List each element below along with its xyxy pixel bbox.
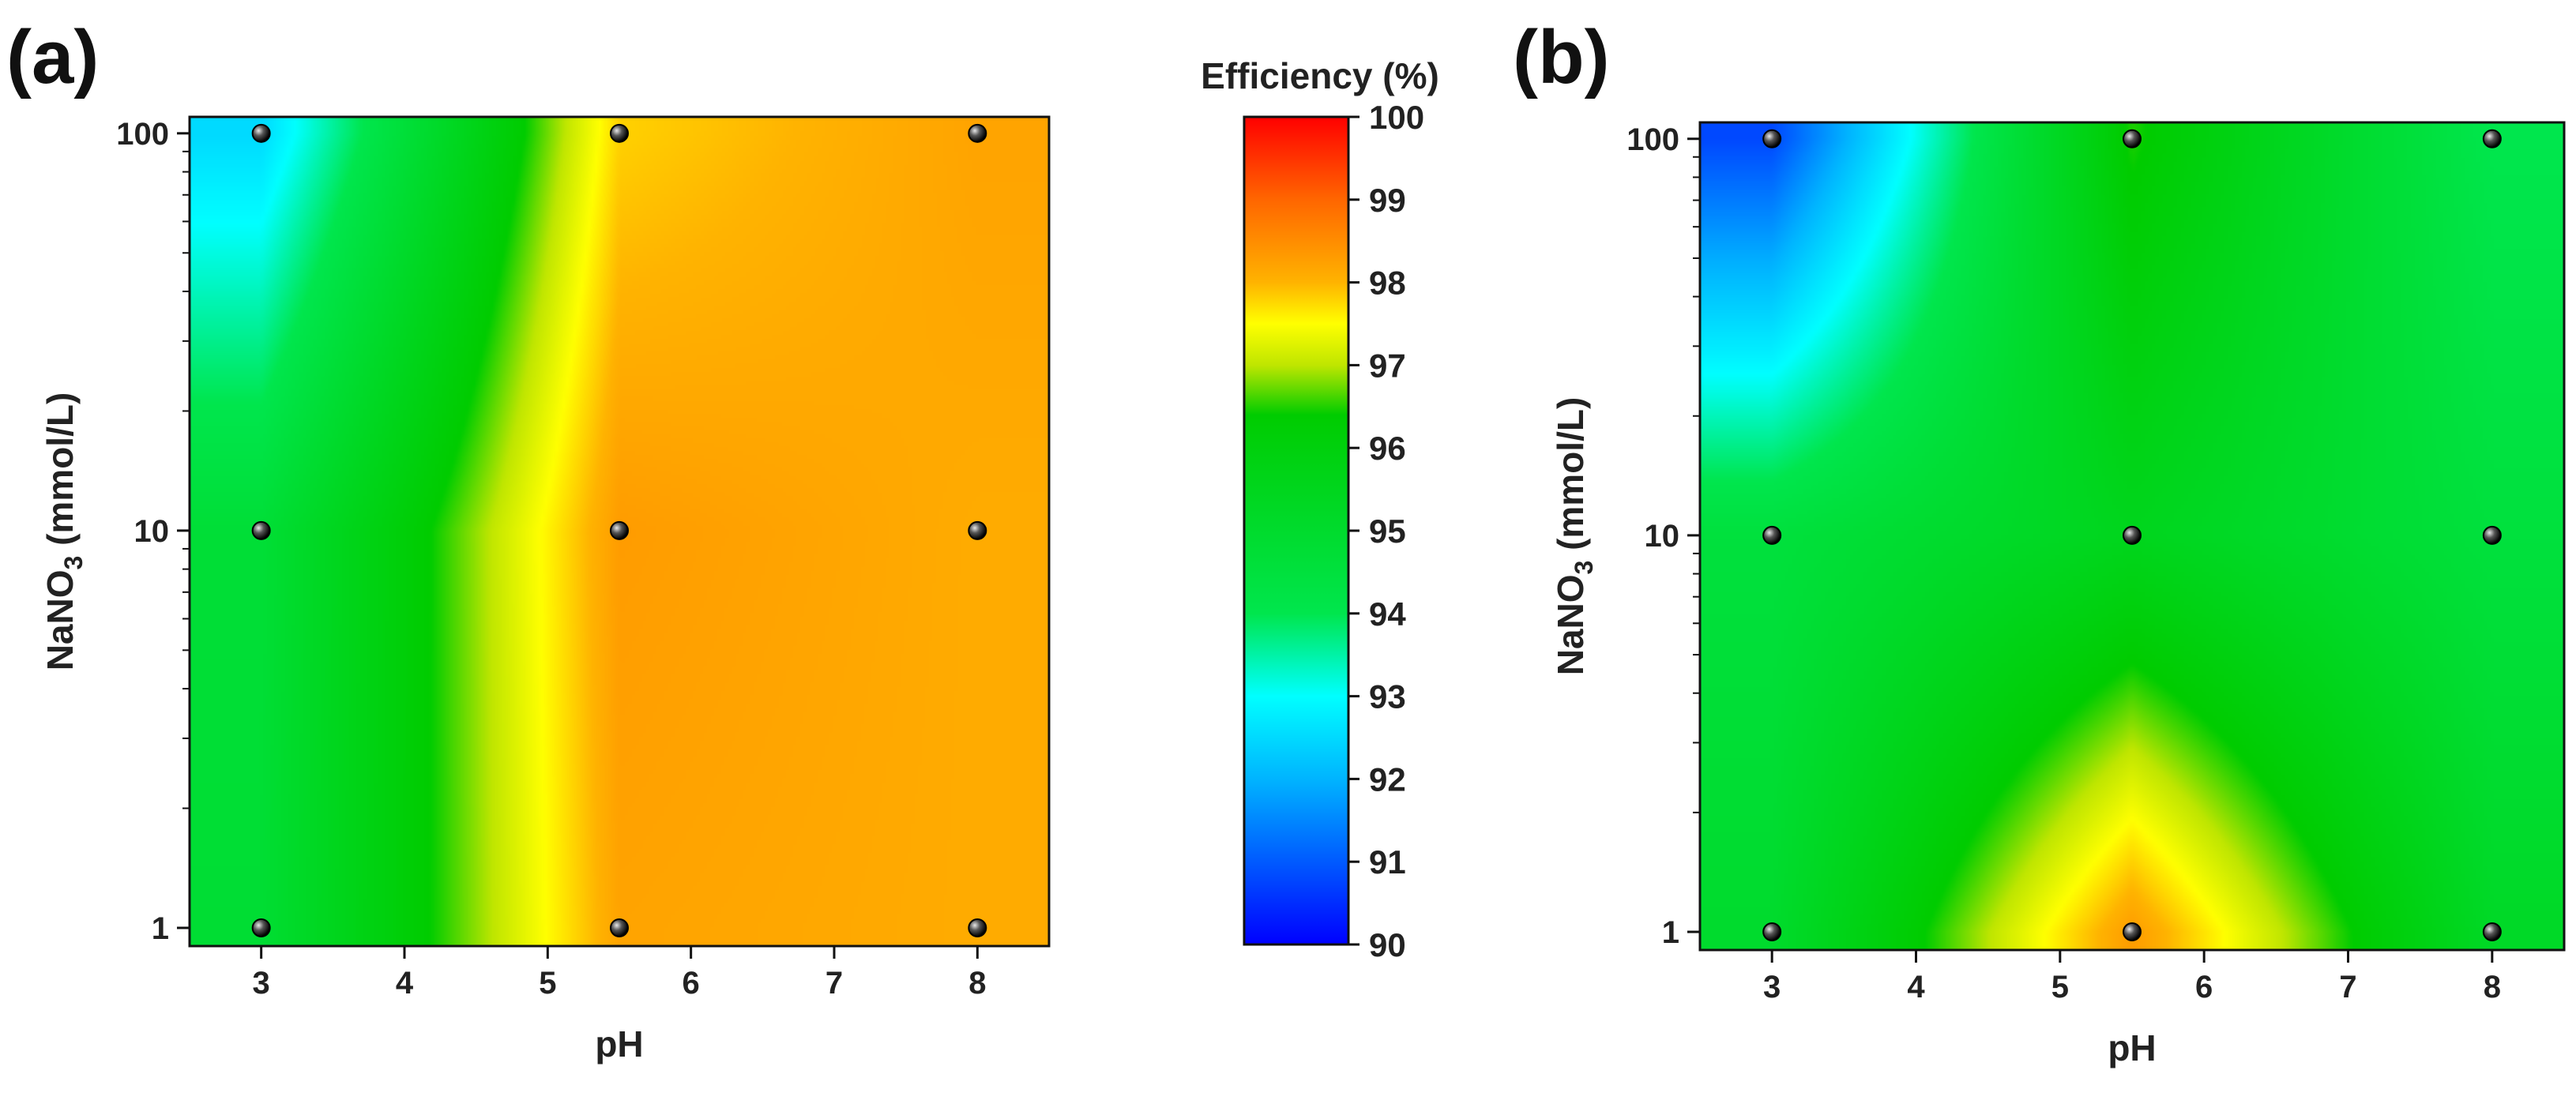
x-tick-label: 6 xyxy=(2195,970,2213,1004)
colorbar-tick-label: 91 xyxy=(1369,843,1406,881)
data-point xyxy=(251,520,271,540)
data-point xyxy=(1762,922,1782,942)
data-point xyxy=(2123,922,2142,942)
data-point xyxy=(1762,129,1782,148)
x-tick-label: 8 xyxy=(968,966,986,1001)
data-point xyxy=(2482,129,2502,148)
y-tick-label: 10 xyxy=(134,514,170,549)
heatmap-panel-a: 3 4 5 6 7 8 1 10 100 pH NaNO3 (mmol/L) xyxy=(39,115,1051,1065)
data-point xyxy=(1762,525,1782,545)
colorbar-tick-label: 99 xyxy=(1369,182,1406,219)
x-tick-label: 5 xyxy=(539,966,556,1001)
data-point xyxy=(2123,525,2142,545)
colorbar-tick-label: 100 xyxy=(1369,99,1424,136)
data-point xyxy=(251,123,271,143)
colorbar-tick-label: 96 xyxy=(1369,430,1406,467)
colorbar-tick-label: 90 xyxy=(1369,926,1406,963)
colorbar-tick-label: 93 xyxy=(1369,678,1406,715)
colorbar-tick-label: 92 xyxy=(1369,760,1406,798)
data-point xyxy=(968,918,987,937)
data-point xyxy=(2123,129,2142,148)
x-tick-label: 8 xyxy=(2484,970,2501,1004)
x-tick-label: 3 xyxy=(253,966,270,1001)
data-point xyxy=(610,918,629,937)
panel-b-label: (b) xyxy=(1513,15,1610,100)
colorbar-tick-label: 98 xyxy=(1369,265,1406,302)
y-tick-label: 100 xyxy=(116,117,169,152)
x-tick-label: 7 xyxy=(825,966,843,1001)
y-tick-label: 100 xyxy=(1626,122,1679,157)
heatmap-panel-b: 3 4 5 6 7 8 1 10 100 pH NaNO3 (mmol/L) xyxy=(1550,121,2566,1068)
x-tick-label: 7 xyxy=(2339,970,2356,1004)
x-tick-label: 6 xyxy=(683,966,700,1001)
colorbar-tick-label: 97 xyxy=(1369,347,1406,384)
y-tick-label: 1 xyxy=(1662,915,1679,950)
y-tick-label: 10 xyxy=(1645,519,1680,554)
colorbar-tick-label: 95 xyxy=(1369,513,1406,550)
y-axis-label: NaNO3 (mmol/L) xyxy=(1550,397,1598,676)
x-tick-label: 4 xyxy=(396,966,414,1001)
data-point xyxy=(251,918,271,937)
colorbar-title: Efficiency (%) xyxy=(1201,55,1439,96)
colorbar-gradient xyxy=(1243,115,1350,946)
x-tick-label: 5 xyxy=(2051,970,2069,1004)
x-tick-label: 4 xyxy=(1907,970,1925,1004)
x-axis-label: pH xyxy=(2108,1027,2156,1068)
data-point xyxy=(968,520,987,540)
data-point xyxy=(610,123,629,143)
panel-a-label: (a) xyxy=(6,15,100,100)
x-tick-label: 3 xyxy=(1763,970,1781,1004)
data-point xyxy=(968,123,987,143)
y-tick-label: 1 xyxy=(152,911,169,946)
data-point xyxy=(2482,525,2502,545)
y-axis-label: NaNO3 (mmol/L) xyxy=(39,392,88,671)
x-axis-label: pH xyxy=(595,1023,643,1065)
data-point xyxy=(2482,922,2502,942)
data-point xyxy=(610,520,629,540)
colorbar-tick-label: 94 xyxy=(1369,595,1406,633)
